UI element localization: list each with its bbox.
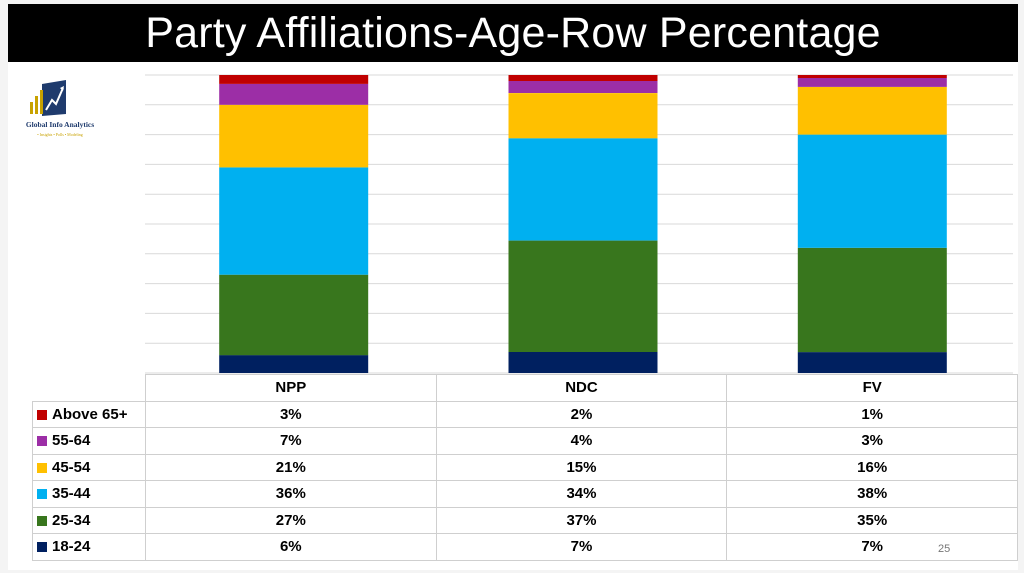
- row-label: 45-54: [52, 458, 91, 476]
- row-label: 18-24: [52, 538, 91, 556]
- bar-segment-fv-2534: [797, 247, 947, 353]
- table-cell: 3%: [726, 427, 1018, 455]
- company-logo: Global Info Analytics • Insights • Polls…: [10, 80, 110, 144]
- logo-tagline: • Insights • Polls • Modeling: [37, 132, 83, 137]
- table-cell: 38%: [726, 480, 1018, 508]
- row-label-cell: 25-34: [32, 506, 146, 534]
- legend-swatch: [37, 489, 47, 500]
- table-row: 45-54 21% 15% 16%: [32, 453, 1018, 481]
- bar-segment-fv-4554: [797, 86, 947, 135]
- slide-title: Party Affiliations-Age-Row Percentage: [145, 8, 881, 57]
- table-row: 18-24 6% 7% 7%: [32, 533, 1018, 561]
- table-cell: 21%: [144, 453, 437, 481]
- column-header-fv: FV: [726, 374, 1018, 402]
- table-cell: 7%: [435, 533, 728, 561]
- table-row: 25-34 27% 37% 35%: [32, 506, 1018, 534]
- data-table: NPP NDC FV Above 65+ 3% 2% 1% 55-64 7% 4% 3% 45-…: [32, 374, 1018, 561]
- bar-segment-fv-1824: [797, 352, 947, 373]
- row-label: 55-64: [52, 432, 91, 450]
- bar-segment-npp-4554: [219, 104, 369, 168]
- column-header-ndc: NDC: [435, 374, 728, 402]
- table-cell: 7%: [144, 427, 437, 455]
- legend-swatch: [37, 462, 47, 473]
- table-cell: 7%: [726, 533, 1018, 561]
- row-label-cell: 55-64: [32, 427, 146, 455]
- legend-swatch: [37, 436, 47, 447]
- bar-segment-ndc-3544: [508, 138, 658, 241]
- bar-segment-npp-2534: [219, 274, 369, 356]
- legend-swatch: [37, 515, 47, 526]
- table-cell: 35%: [726, 506, 1018, 534]
- table-cell: 36%: [144, 480, 437, 508]
- row-label-cell: 45-54: [32, 453, 146, 481]
- table-cell: 34%: [435, 480, 728, 508]
- legend-swatch: [37, 542, 47, 553]
- table-cell: 15%: [435, 453, 728, 481]
- bar-segment-fv-3544: [797, 134, 947, 248]
- bar-segment-ndc-2534: [508, 240, 658, 352]
- bar-segment-ndc-above65: [508, 75, 658, 81]
- bar-segment-npp-above65: [219, 75, 369, 84]
- table-cell: 16%: [726, 453, 1018, 481]
- bar-segment-ndc-4554: [508, 93, 658, 139]
- slide: Party Affiliations-Age-Row Percentage Gl…: [8, 4, 1018, 570]
- logo-name: Global Info Analytics: [25, 120, 95, 129]
- title-bar: Party Affiliations-Age-Row Percentage: [8, 4, 1018, 62]
- bar-segment-fv-above65: [797, 75, 947, 78]
- bar-segment-ndc-1824: [508, 351, 658, 373]
- table-cell: 27%: [144, 506, 437, 534]
- row-label: Above 65+: [52, 405, 128, 423]
- table-cell: 2%: [435, 400, 728, 428]
- stacked-bar-chart: [145, 74, 1013, 374]
- legend-swatch: [37, 409, 47, 420]
- bar-segment-npp-1824: [219, 355, 369, 373]
- row-label: 25-34: [52, 511, 91, 529]
- bar-segment-npp-5564: [219, 83, 369, 105]
- table-row: 55-64 7% 4% 3%: [32, 427, 1018, 455]
- table-cell: 6%: [144, 533, 437, 561]
- table-row: 35-44 36% 34% 38%: [32, 480, 1018, 508]
- bar-segment-npp-3544: [219, 167, 369, 275]
- table-cell: 37%: [435, 506, 728, 534]
- table-corner-cell: [32, 374, 146, 402]
- table-header-row: NPP NDC FV: [32, 374, 1018, 402]
- bar-segment-fv-5564: [797, 78, 947, 87]
- row-label: 35-44: [52, 485, 91, 503]
- row-label-cell: 35-44: [32, 480, 146, 508]
- page-number: 25: [938, 543, 951, 555]
- row-label-cell: 18-24: [32, 533, 146, 561]
- bar-segment-ndc-5564: [508, 81, 658, 93]
- table-row: Above 65+ 3% 2% 1%: [32, 400, 1018, 428]
- row-label-cell: Above 65+: [32, 400, 146, 428]
- chart-bars: [219, 75, 947, 373]
- column-header-npp: NPP: [144, 374, 437, 402]
- bar-growth-chart-icon: [30, 80, 66, 116]
- table-cell: 1%: [726, 400, 1018, 428]
- table-cell: 4%: [435, 427, 728, 455]
- table-cell: 3%: [144, 400, 437, 428]
